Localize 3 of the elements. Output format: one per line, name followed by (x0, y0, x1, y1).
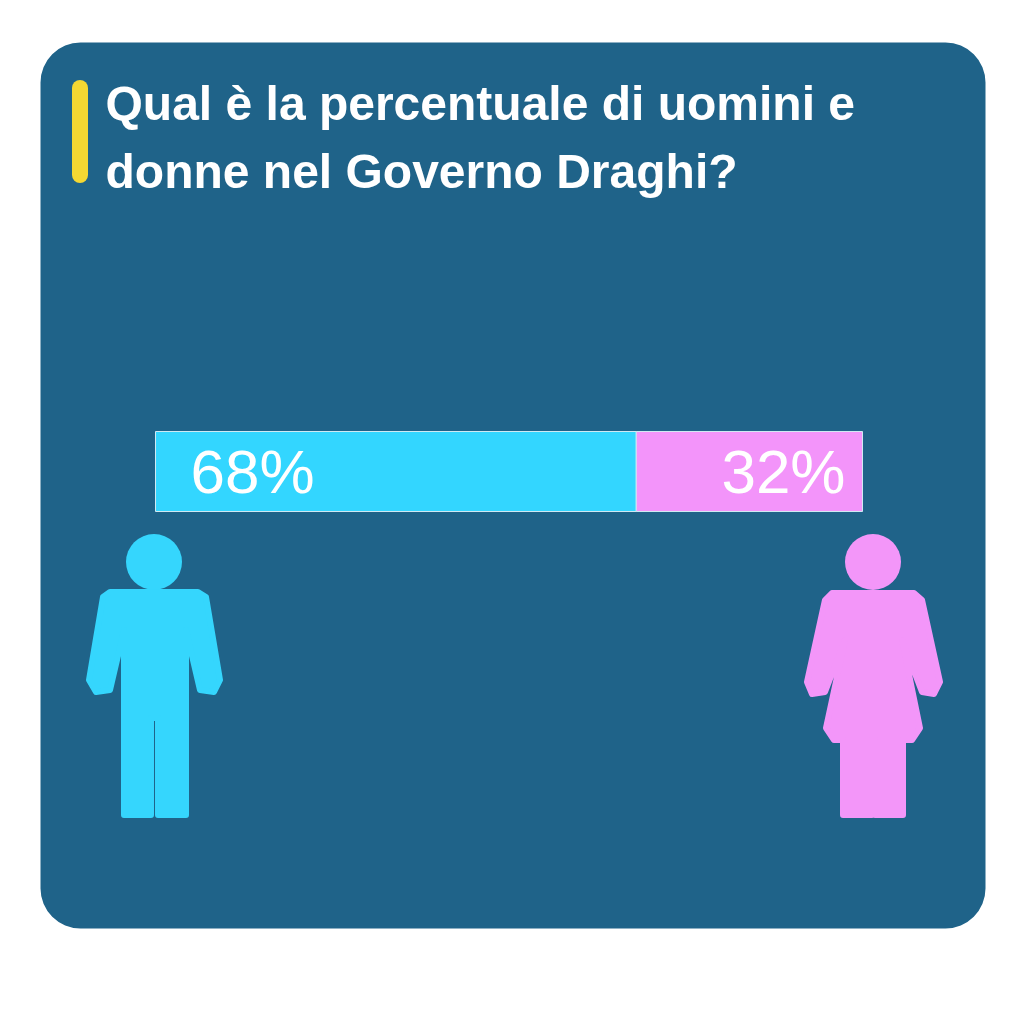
chart-title: Qual è la percentuale di uomini e donne nel Governo Draghi? (105, 76, 856, 199)
data-label: 32% (721, 437, 846, 506)
data-label: 68% (190, 437, 315, 506)
